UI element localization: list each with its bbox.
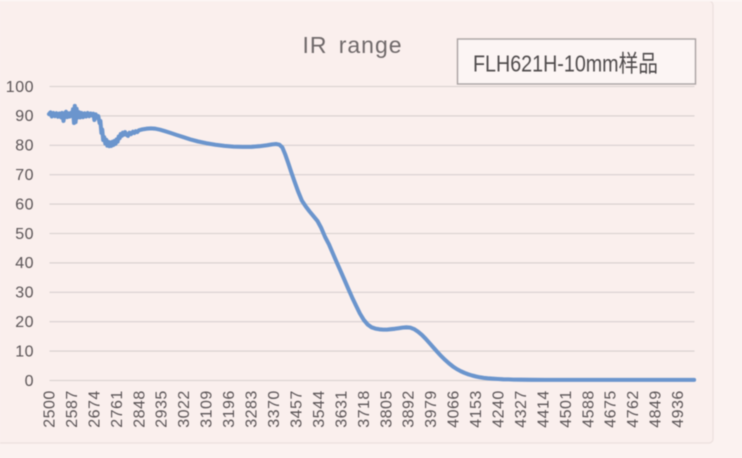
- svg-text:40: 40: [15, 255, 34, 272]
- svg-text:IR range: IR range: [303, 32, 402, 58]
- svg-text:2587: 2587: [64, 390, 81, 428]
- svg-text:4936: 4936: [670, 390, 687, 428]
- svg-text:60: 60: [15, 196, 34, 213]
- svg-text:4240: 4240: [491, 390, 508, 428]
- svg-text:70: 70: [15, 167, 34, 184]
- svg-text:FLH621H-10mm样品: FLH621H-10mm样品: [473, 51, 658, 77]
- svg-text:3979: 3979: [423, 390, 440, 428]
- svg-text:3805: 3805: [378, 390, 395, 428]
- svg-text:4849: 4849: [648, 390, 665, 428]
- svg-text:4588: 4588: [580, 390, 597, 428]
- svg-text:2500: 2500: [42, 390, 59, 428]
- svg-text:2935: 2935: [154, 390, 171, 428]
- svg-text:2674: 2674: [86, 390, 103, 428]
- svg-text:0: 0: [25, 373, 34, 390]
- svg-text:3892: 3892: [401, 390, 418, 428]
- svg-text:3283: 3283: [244, 390, 261, 428]
- svg-text:2761: 2761: [109, 390, 126, 428]
- svg-text:3544: 3544: [311, 390, 328, 428]
- svg-text:100: 100: [6, 79, 34, 96]
- svg-text:4327: 4327: [513, 390, 530, 428]
- svg-text:3370: 3370: [266, 390, 283, 428]
- svg-text:3718: 3718: [356, 390, 373, 428]
- svg-text:3022: 3022: [176, 390, 193, 428]
- svg-text:3457: 3457: [288, 390, 305, 428]
- svg-text:2848: 2848: [131, 390, 148, 428]
- svg-text:3631: 3631: [333, 390, 350, 428]
- svg-text:50: 50: [15, 226, 34, 243]
- svg-text:3196: 3196: [221, 390, 238, 428]
- svg-text:4414: 4414: [535, 390, 552, 428]
- svg-text:4501: 4501: [558, 390, 575, 428]
- svg-text:4675: 4675: [603, 390, 620, 428]
- svg-text:10: 10: [15, 343, 34, 360]
- svg-text:90: 90: [15, 108, 34, 125]
- svg-text:3109: 3109: [199, 390, 216, 428]
- svg-text:4066: 4066: [446, 390, 463, 428]
- svg-text:80: 80: [15, 138, 34, 155]
- svg-text:4762: 4762: [625, 390, 642, 428]
- svg-text:20: 20: [15, 314, 34, 331]
- svg-text:4153: 4153: [468, 390, 485, 428]
- svg-text:30: 30: [15, 285, 34, 302]
